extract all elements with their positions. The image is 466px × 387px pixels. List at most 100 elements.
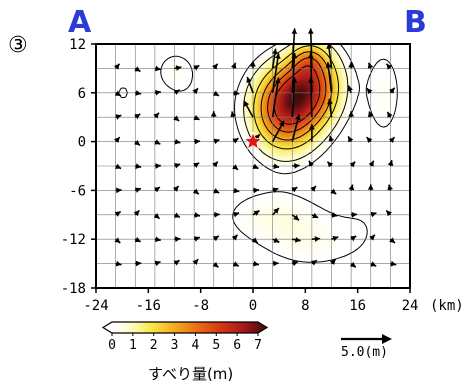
slip-vector-head	[213, 138, 220, 145]
corner-label-a: A	[68, 5, 92, 40]
slip-vector-head	[253, 187, 259, 194]
slip-vector-head	[348, 136, 354, 143]
slip-vector-head	[386, 210, 392, 217]
slip-vector-head	[252, 163, 259, 169]
slip-vector-head	[114, 237, 121, 243]
slip-vector	[271, 53, 280, 93]
slip-vector-head	[153, 112, 159, 119]
slip-vector-head	[370, 261, 377, 267]
x-tick-label: -16	[136, 298, 161, 314]
slip-vector-head	[294, 162, 300, 169]
slip-vector-head	[134, 236, 141, 243]
slip-vector-head	[155, 89, 161, 96]
slip-vector-head	[387, 111, 393, 118]
x-tick-label: 24	[402, 298, 419, 314]
slip-vector-head	[231, 234, 238, 241]
reference-label: 5.0(m)	[341, 345, 388, 360]
slip-vector-head	[135, 260, 142, 267]
slip-vector-head	[367, 111, 374, 118]
slip-vector-head	[232, 261, 239, 267]
contour-line	[243, 44, 349, 162]
slip-vector-head	[154, 139, 161, 145]
slip-vector-head	[330, 188, 337, 195]
slip-vector-head	[294, 236, 301, 243]
slip-vector-head	[327, 161, 334, 168]
slip-vector-head	[133, 210, 140, 217]
slip-vector-head	[314, 236, 321, 242]
slip-vector-head	[212, 90, 219, 96]
slip-vector-head	[325, 62, 332, 68]
slip-vector-head	[114, 90, 121, 96]
slip-vector-head	[348, 111, 355, 117]
slip-vector-head	[155, 236, 161, 243]
slip-vector-head	[326, 43, 332, 49]
slip-vector-head	[230, 62, 237, 69]
colorbar-tick-label: 7	[254, 338, 262, 353]
contour-line	[118, 44, 398, 263]
slip-vector-head	[366, 88, 373, 95]
slip-vector-head	[389, 87, 395, 94]
slip-vector-head	[272, 187, 279, 193]
slip-vector-head	[212, 161, 218, 168]
slip-vector-head	[328, 135, 335, 142]
slip-vector-head	[193, 114, 200, 121]
slip-vector-head	[292, 260, 298, 267]
slip-vector-head	[194, 212, 201, 218]
slip-vector-head	[388, 137, 395, 144]
y-tick-label: 12	[69, 37, 86, 53]
slip-vector-head	[193, 162, 200, 169]
reference-arrow-head	[382, 334, 392, 344]
slip-vector-head	[233, 187, 240, 194]
slip-vector-head	[175, 65, 182, 71]
slip-vector-head	[349, 261, 356, 268]
slip-vector-head	[212, 261, 219, 268]
colorbar-gradient	[101, 321, 269, 334]
slip-vector-head	[246, 77, 252, 84]
slip-vector-head	[310, 260, 317, 266]
tick-labels: -24 -16 -8 0 8 16 24 12 6 0 -6 -12 -18	[61, 37, 419, 314]
slip-vector-head	[253, 260, 259, 267]
slip-vector-head	[347, 85, 353, 92]
slip-vector-head	[210, 111, 217, 117]
slip-vector-head	[310, 186, 316, 192]
slip-vector-head	[278, 120, 285, 127]
slip-vector-head	[173, 115, 180, 121]
slip-vector-head	[368, 160, 374, 167]
slip-vector-head	[329, 259, 336, 266]
slip-vector-head	[251, 237, 258, 243]
y-tick-label: 6	[78, 86, 86, 102]
slip-vector-head	[192, 259, 199, 266]
corner-label-b: B	[404, 5, 427, 40]
y-tick-label: -6	[69, 183, 86, 199]
slip-vector-head	[114, 137, 120, 144]
slip-vector-head	[274, 53, 281, 59]
slip-vector-head	[367, 184, 374, 190]
slip-vector	[309, 28, 313, 69]
slip-vector-head	[232, 164, 239, 170]
slip-vector-head	[135, 90, 142, 96]
slip-vector	[291, 77, 296, 118]
slip-vector-head	[233, 90, 240, 96]
slip-vector-head	[155, 163, 161, 169]
slip-vector-head	[387, 160, 394, 166]
slip-vector-head	[370, 211, 377, 218]
slip-vector-head	[232, 138, 239, 144]
slip-vector-head	[387, 184, 393, 191]
colorbar-tick-label: 1	[129, 338, 137, 353]
slip-vector-head	[194, 138, 201, 145]
slip-vector-head	[173, 89, 180, 95]
slip-vector-head	[273, 237, 280, 243]
slip-vector-head	[113, 63, 120, 70]
slip-vector-head	[293, 214, 300, 221]
x-tick-label: 0	[249, 298, 257, 314]
slip-vector-head	[174, 163, 181, 169]
hypocenter-star-shape	[243, 131, 263, 150]
slip-vector-head	[114, 211, 121, 217]
slip-vector-head	[174, 138, 181, 145]
colorbar-tick-label: 3	[171, 338, 179, 353]
slip-vector-head	[134, 113, 141, 120]
slip-vector-head	[155, 65, 161, 72]
slip-vector-head	[367, 62, 374, 69]
slip-vector-head	[115, 163, 122, 169]
